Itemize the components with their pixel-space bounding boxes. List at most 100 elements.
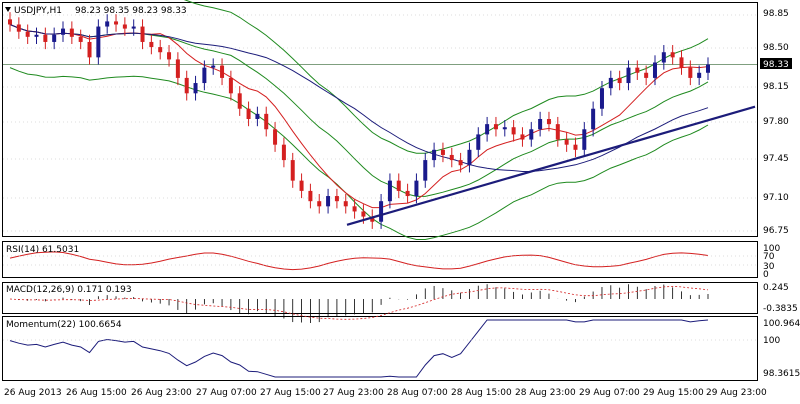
time-tick: 28 Aug 15:00 bbox=[451, 388, 512, 398]
rsi-tick: 70 bbox=[763, 252, 775, 262]
candle-body bbox=[440, 149, 445, 155]
candle-body bbox=[290, 160, 295, 181]
candle-body bbox=[16, 24, 21, 32]
candle-body bbox=[317, 201, 322, 207]
time-tick: 26 Aug 23:00 bbox=[131, 388, 192, 398]
time-tick: 26 Aug 2013 bbox=[4, 388, 62, 398]
candle-body bbox=[599, 88, 604, 109]
candle-body bbox=[652, 62, 657, 78]
rsi-panel bbox=[2, 241, 758, 278]
candle-body bbox=[706, 64, 710, 73]
candle-body bbox=[114, 21, 119, 25]
candle-body bbox=[555, 124, 560, 140]
candle-body bbox=[379, 201, 384, 222]
candle-body bbox=[69, 28, 74, 37]
candle-body bbox=[167, 52, 172, 60]
candle-body bbox=[158, 47, 163, 53]
candle-body bbox=[432, 149, 437, 161]
time-tick: 28 Aug 07:00 bbox=[387, 388, 448, 398]
candle-body bbox=[370, 216, 375, 222]
price-tick: 98.50 bbox=[763, 43, 789, 53]
time-axis: 26 Aug 2013 26 Aug 15:00 26 Aug 23:00 27… bbox=[4, 388, 767, 398]
candle-body bbox=[299, 180, 304, 191]
candle-body bbox=[334, 196, 339, 202]
candle-body bbox=[538, 119, 543, 130]
macd-signal-line bbox=[9, 285, 709, 320]
candle-body bbox=[202, 67, 207, 84]
candle-body bbox=[211, 65, 216, 68]
candle-body bbox=[582, 129, 587, 150]
candle-body bbox=[387, 180, 392, 202]
candle-body bbox=[25, 31, 30, 37]
candle-body bbox=[458, 160, 463, 166]
candle-body bbox=[255, 113, 260, 119]
candle-body bbox=[529, 129, 534, 140]
time-tick: 29 Aug 07:00 bbox=[579, 388, 640, 398]
candle-body bbox=[467, 149, 472, 166]
time-tick: 29 Aug 23:00 bbox=[706, 388, 767, 398]
candle-body bbox=[476, 134, 481, 150]
macd-panel bbox=[2, 282, 758, 314]
bollinger-lower-line bbox=[9, 67, 709, 240]
candle-body bbox=[8, 19, 12, 25]
price-tick: 97.80 bbox=[763, 117, 789, 127]
candle-body bbox=[78, 36, 83, 42]
rsi-label: RSI(14) 61.5031 bbox=[6, 245, 79, 255]
candle-body bbox=[520, 134, 525, 140]
candle-body bbox=[184, 77, 189, 94]
current-price-badge bbox=[760, 58, 792, 69]
ma-slow-line bbox=[9, 24, 709, 172]
candle-body bbox=[220, 65, 225, 78]
ohlc-label: 98.23 98.35 98.23 98.33 bbox=[75, 6, 187, 16]
candle-body bbox=[149, 41, 154, 48]
candle-body bbox=[52, 34, 57, 42]
candle-body bbox=[237, 93, 242, 109]
candle-body bbox=[140, 26, 145, 42]
candle-body bbox=[502, 127, 507, 130]
collapse-triangle-icon[interactable] bbox=[5, 7, 11, 12]
momentum-label: Momentum(22) 100.6654 bbox=[6, 320, 122, 330]
candle-body bbox=[43, 34, 48, 42]
time-tick: 27 Aug 07:00 bbox=[196, 388, 257, 398]
candle-body bbox=[635, 67, 640, 73]
rsi-tick: 100 bbox=[763, 244, 780, 254]
price-tick: 96.75 bbox=[763, 226, 789, 236]
candle-body bbox=[264, 113, 269, 130]
candle-body bbox=[617, 77, 622, 84]
candle-body bbox=[626, 67, 631, 84]
price-tick: 97.10 bbox=[763, 193, 789, 203]
time-tick: 29 Aug 15:00 bbox=[643, 388, 704, 398]
candle-body bbox=[352, 206, 357, 212]
rsi-tick: 30 bbox=[763, 262, 775, 272]
candle-body bbox=[661, 52, 666, 63]
candle-body bbox=[61, 28, 66, 35]
price-panel bbox=[2, 2, 758, 237]
candle-body bbox=[343, 201, 348, 207]
momentum-tick: 100 bbox=[763, 336, 780, 346]
candle-body bbox=[485, 124, 490, 135]
momentum-line bbox=[9, 319, 709, 378]
candle-body bbox=[414, 180, 419, 197]
candle-body bbox=[591, 108, 596, 130]
candle-body bbox=[361, 211, 366, 217]
time-tick: 27 Aug 23:00 bbox=[323, 388, 384, 398]
candle-body bbox=[34, 34, 39, 37]
candle-body bbox=[697, 72, 702, 78]
candle-body bbox=[96, 26, 101, 58]
candle-body bbox=[175, 59, 180, 78]
candle-body bbox=[644, 72, 649, 78]
symbol-label: USDJPY,H1 bbox=[14, 6, 62, 16]
momentum-tick: 98.3615 bbox=[763, 369, 800, 379]
candle-body bbox=[423, 160, 428, 181]
candle-body bbox=[131, 26, 136, 29]
candle-body bbox=[688, 67, 693, 78]
candle-body bbox=[308, 190, 313, 202]
candle-body bbox=[246, 108, 251, 119]
candle-body bbox=[326, 196, 331, 207]
bollinger-upper-line bbox=[183, 0, 709, 154]
candle-body bbox=[105, 21, 110, 27]
candle-body bbox=[493, 124, 498, 130]
candle-body bbox=[679, 57, 684, 68]
macd-label: MACD(12,26,9) 0.171 0.193 bbox=[6, 285, 132, 295]
price-tick: 98.85 bbox=[763, 9, 789, 19]
